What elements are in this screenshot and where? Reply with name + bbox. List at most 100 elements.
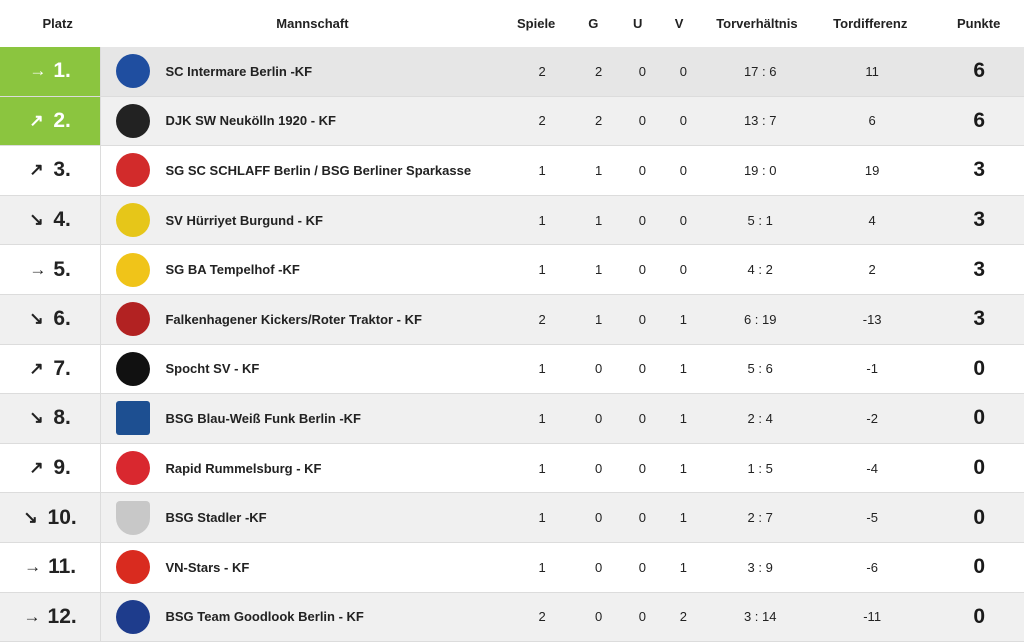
table-row[interactable]: ↗ 9. Rapid Rummelsburg - KF 1 0 0 1 1 : … (0, 443, 1024, 494)
team-name[interactable]: VN-Stars - KF (165, 559, 250, 575)
team-name[interactable]: BSG Team Goodlook Berlin - KF (165, 609, 364, 625)
rank-cell: → 5. (0, 245, 102, 294)
table-row[interactable]: → 5. SG BA Tempelhof -KF 1 1 0 0 4 : 2 2… (0, 245, 1024, 295)
rank-number: 1. (53, 59, 71, 83)
g-value: 0 (595, 410, 603, 426)
spiele-value: 2 (538, 609, 546, 625)
team-name[interactable]: Rapid Rummelsburg - KF (165, 460, 322, 476)
torverhaeltnis-value: 19 : 0 (743, 162, 777, 178)
team-name[interactable]: BSG Blau-Weiß Funk Berlin -KF (165, 410, 361, 426)
header-mannschaft: Mannschaft (276, 16, 349, 31)
team-name[interactable]: DJK SW Neukölln 1920 - KF (165, 113, 336, 129)
team-logo-icon[interactable] (116, 54, 151, 89)
team-logo-cell (101, 351, 165, 386)
rank-number: 4. (53, 208, 71, 232)
rank-number: 5. (53, 257, 71, 281)
v-value: 1 (679, 311, 687, 327)
table-row[interactable]: ↗ 7. Spocht SV - KF 1 0 0 1 5 : 6 -1 0 (0, 344, 1024, 395)
team-logo-icon[interactable] (116, 401, 151, 436)
v-value: 1 (679, 559, 687, 575)
team-name[interactable]: SG BA Tempelhof -KF (165, 262, 300, 278)
rank-cell: → 1. (0, 47, 102, 96)
header-tordifferenz: Tordifferenz (833, 16, 908, 31)
u-value: 0 (638, 311, 647, 327)
u-value: 0 (638, 63, 647, 79)
spiele-value: 1 (538, 361, 546, 377)
header-torverhaeltnis: Torverhältnis (716, 16, 798, 31)
torverhaeltnis-value: 5 : 1 (747, 212, 773, 228)
team-logo-icon[interactable] (116, 451, 151, 486)
table-row[interactable]: ↘ 6. Falkenhagener Kickers/Roter Traktor… (0, 294, 1024, 345)
rank: ↘ 8. (29, 406, 71, 430)
v-value: 1 (679, 410, 687, 426)
table-row[interactable]: → 11. VN-Stars - KF 1 0 0 1 3 : 9 -6 0 (0, 542, 1024, 593)
tordifferenz-value: -1 (866, 361, 878, 377)
v-value: 2 (679, 609, 687, 625)
team-logo-cell (101, 54, 165, 89)
trend-arrow-icon: ↘ (29, 210, 44, 230)
trend-arrow-icon: → (29, 61, 47, 81)
team-logo-cell (101, 550, 165, 585)
punkte-value: 3 (973, 307, 986, 331)
g-value: 1 (595, 311, 603, 327)
team-logo-icon[interactable] (116, 203, 151, 238)
team-logo-icon[interactable] (116, 599, 151, 634)
tordifferenz-value: -2 (866, 410, 878, 426)
rank-cell: ↘ 6. (0, 294, 102, 344)
trend-arrow-icon: ↗ (29, 110, 44, 130)
u-value: 0 (638, 262, 647, 278)
trend-arrow-icon: ↗ (29, 458, 44, 478)
table-row[interactable]: ↘ 4. SV Hürriyet Burgund - KF 1 1 0 0 5 … (0, 195, 1024, 246)
team-logo-icon[interactable] (116, 153, 151, 188)
team-logo-cell (101, 302, 165, 337)
team-name[interactable]: Falkenhagener Kickers/Roter Traktor - KF (165, 311, 422, 327)
team-logo-icon[interactable] (116, 103, 151, 138)
g-value: 0 (595, 510, 603, 526)
spiele-value: 1 (538, 559, 546, 575)
table-row[interactable]: ↘ 10. BSG Stadler -KF 1 0 0 1 2 : 7 -5 0 (0, 493, 1024, 543)
u-value: 0 (638, 460, 647, 476)
team-name[interactable]: Spocht SV - KF (165, 361, 260, 377)
team-logo-icon[interactable] (116, 550, 151, 585)
u-value: 0 (638, 361, 647, 377)
table-row[interactable]: ↘ 8. BSG Blau-Weiß Funk Berlin -KF 1 0 0… (0, 394, 1024, 444)
team-name[interactable]: SG SC SCHLAFF Berlin / BSG Berliner Spar… (165, 162, 472, 178)
header-u: U (632, 16, 643, 31)
torverhaeltnis-value: 13 : 7 (743, 113, 777, 129)
table-row[interactable]: ↗ 2. DJK SW Neukölln 1920 - KF 2 2 0 0 1… (0, 96, 1024, 147)
torverhaeltnis-value: 3 : 9 (747, 559, 773, 575)
v-value: 0 (679, 63, 687, 79)
rank-cell: ↗ 9. (0, 443, 102, 493)
u-value: 0 (638, 113, 647, 129)
spiele-value: 1 (538, 212, 546, 228)
punkte-value: 6 (973, 108, 986, 132)
team-logo-icon[interactable] (116, 252, 151, 287)
g-value: 1 (595, 262, 603, 278)
team-logo-icon[interactable] (116, 351, 151, 386)
v-value: 0 (679, 262, 687, 278)
team-name[interactable]: BSG Stadler -KF (165, 510, 267, 526)
rank: ↗ 2. (29, 109, 71, 133)
team-logo-icon[interactable] (116, 302, 151, 337)
punkte-value: 3 (973, 208, 986, 232)
tordifferenz-value: -5 (866, 510, 878, 526)
table-row[interactable]: → 1. SC Intermare Berlin -KF 2 2 0 0 17 … (0, 47, 1024, 97)
rank: ↘ 10. (24, 506, 77, 530)
u-value: 0 (638, 609, 647, 625)
trend-arrow-icon: ↘ (23, 507, 38, 527)
trend-arrow-icon: ↗ (29, 358, 44, 378)
g-value: 1 (595, 162, 603, 178)
team-name[interactable]: SV Hürriyet Burgund - KF (165, 212, 323, 228)
rank: → 1. (29, 59, 71, 83)
table-row[interactable]: → 12. BSG Team Goodlook Berlin - KF 2 0 … (0, 592, 1024, 642)
tordifferenz-value: 2 (868, 262, 876, 278)
rank-number: 8. (53, 406, 71, 430)
team-logo-cell (101, 500, 165, 535)
tordifferenz-value: -13 (862, 311, 882, 327)
g-value: 0 (595, 559, 603, 575)
team-logo-cell (101, 599, 165, 634)
table-row[interactable]: ↗ 3. SG SC SCHLAFF Berlin / BSG Berliner… (0, 146, 1024, 196)
team-name[interactable]: SC Intermare Berlin -KF (165, 63, 313, 79)
spiele-value: 2 (538, 113, 546, 129)
team-logo-icon[interactable] (116, 500, 151, 535)
